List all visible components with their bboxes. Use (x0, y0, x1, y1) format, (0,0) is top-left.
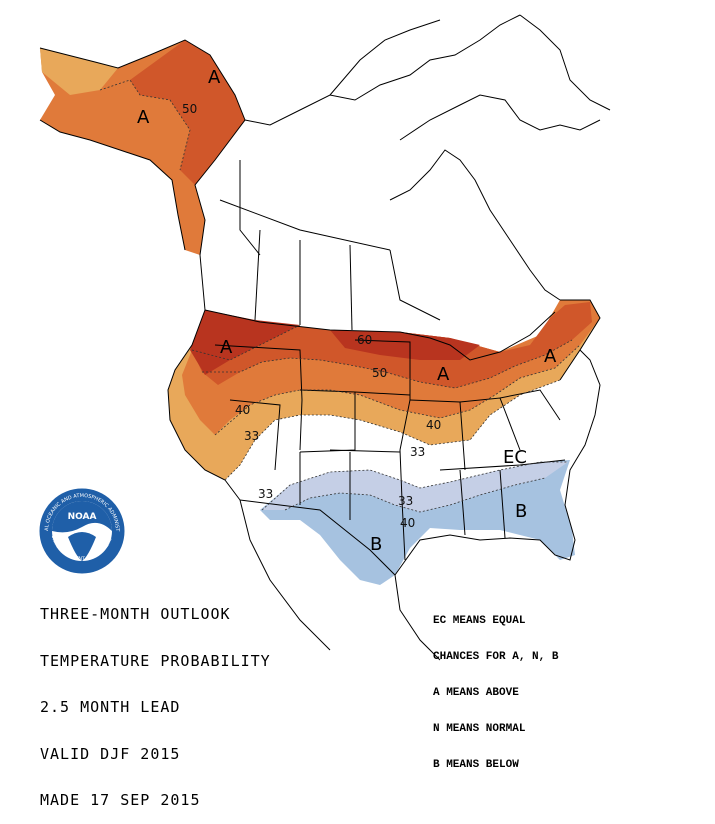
legend-line-2: CHANCES FOR A, N, B (433, 651, 559, 663)
title-line-5: MADE 17 SEP 2015 (40, 791, 201, 809)
contour-label-north-50: 50 (372, 366, 387, 380)
conus-below-area (260, 460, 575, 585)
probability-contours (99, 79, 581, 513)
legend-block: EC MEANS EQUAL CHANCES FOR A, N, B A MEA… (433, 591, 703, 783)
outlook-map: A A A A A B B EC 50 60 50 40 33 40 33 33… (39, 14, 611, 661)
region-label-ec: EC (503, 447, 527, 468)
contour-label-south-33: 33 (398, 494, 413, 508)
political-boundaries (39, 14, 611, 661)
title-line-4: VALID DJF 2015 (40, 744, 181, 763)
title-line-3: 2.5 MONTH LEAD (40, 698, 181, 716)
region-label-great-lakes-a: A (437, 364, 450, 385)
contour-label-central-40: 40 (426, 418, 441, 432)
contour-label-central-33: 33 (410, 445, 425, 459)
noaa-logo-text: NOAA (68, 512, 97, 522)
conus-above-area (168, 300, 600, 480)
region-label-southeast-b: B (515, 501, 527, 522)
alaska-above-area (40, 40, 245, 255)
title-line-1: THREE-MONTH OUTLOOK (40, 605, 231, 623)
legend-line-5: B MEANS BELOW (433, 759, 519, 771)
outlook-title-block: THREE-MONTH OUTLOOK TEMPERATURE PROBABIL… (40, 576, 340, 824)
title-line-2: TEMPERATURE PROBABILITY (40, 651, 271, 670)
contour-label-north-60: 60 (357, 333, 372, 347)
contour-label-alaska-50: 50 (182, 102, 197, 116)
legend-line-4: N MEANS NORMAL (433, 723, 526, 735)
contour-label-south-40: 40 (400, 516, 415, 530)
region-label-south-central-b: B (370, 534, 382, 555)
contour-label-west-33: 33 (244, 429, 259, 443)
region-label-alaska-a2: A (137, 107, 150, 128)
region-label-alaska-a1: A (208, 67, 221, 88)
region-label-northwest-a: A (220, 337, 233, 358)
legend-line-3: A MEANS ABOVE (433, 687, 519, 699)
legend-line-1: EC MEANS EQUAL (433, 615, 526, 627)
contour-label-west-40: 40 (235, 403, 250, 417)
region-label-northeast-a: A (544, 346, 557, 367)
noaa-logo: NOAA NATIONAL OCEANIC AND ATMOSPHERIC AD… (38, 487, 125, 574)
contour-label-south-33-west: 33 (258, 487, 273, 501)
